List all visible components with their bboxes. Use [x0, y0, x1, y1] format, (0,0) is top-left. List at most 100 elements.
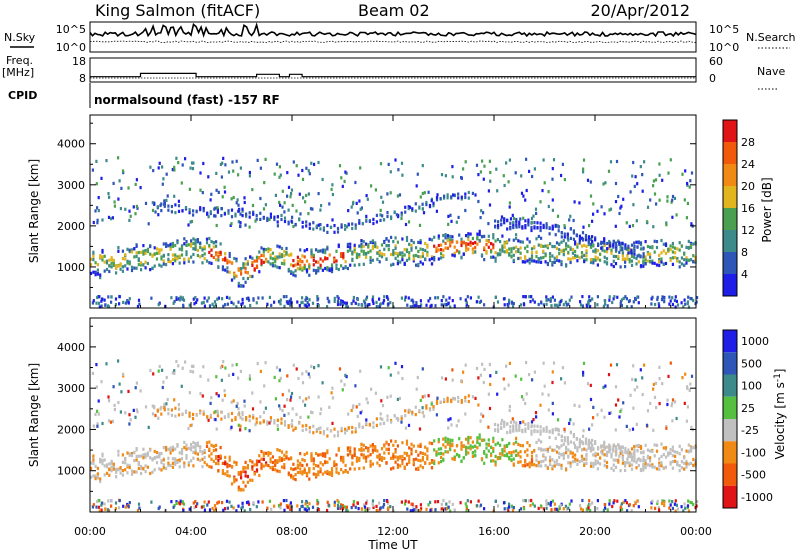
velocity-cell: [224, 366, 227, 370]
velocity-cell: [492, 447, 495, 451]
power-cell: [351, 250, 354, 254]
velocity-cell: [492, 459, 495, 463]
velocity-cell: [115, 467, 118, 471]
power-cell: [144, 251, 147, 255]
power-cell: [630, 254, 634, 258]
velocity-cell: [596, 499, 599, 503]
power-cell: [162, 259, 165, 263]
velocity-cell: [248, 429, 251, 433]
velocity-cell: [136, 508, 140, 513]
power-cell: [479, 299, 483, 303]
power-cell: [240, 269, 243, 273]
power-cell: [170, 210, 173, 214]
velocity-cell: [562, 456, 565, 460]
power-cell: [124, 253, 127, 257]
power-cell: [296, 259, 299, 263]
power-cell: [279, 173, 282, 177]
power-cell: [588, 224, 591, 228]
power-cell: [616, 295, 619, 299]
velocity-cell: [190, 448, 193, 452]
power-cell: [322, 228, 325, 232]
power-cell: [582, 225, 585, 229]
velocity-cell: [276, 423, 279, 428]
velocity-cell: [446, 437, 449, 441]
power-cell: [505, 250, 509, 254]
velocity-cell: [528, 444, 531, 448]
power-cell: [572, 237, 575, 241]
power-cell: [605, 257, 609, 261]
power-cell: [163, 204, 166, 208]
power-cell: [361, 303, 364, 307]
velocity-cell: [296, 466, 299, 470]
power-cell: [555, 258, 559, 262]
power-cell: [91, 301, 94, 305]
velocity-cell: [292, 475, 295, 479]
velocity-cell: [381, 417, 384, 421]
power-cell: [509, 221, 512, 225]
velocity-cell: [428, 408, 432, 412]
power-cell: [315, 224, 318, 228]
power-cell: [210, 248, 213, 252]
velocity-cell: [251, 391, 254, 395]
power-cell: [136, 304, 140, 309]
power-cell: [658, 260, 661, 264]
power-cell: [519, 251, 522, 255]
power-cell: [421, 262, 424, 266]
velocity-cell: [355, 456, 359, 460]
velocity-cell: [157, 369, 160, 373]
power-cell: [173, 299, 176, 304]
power-cell: [221, 161, 224, 165]
velocity-cell: [460, 441, 463, 445]
velocity-cell: [292, 467, 295, 472]
power-cell: [375, 220, 378, 224]
velocity-cell: [614, 385, 618, 389]
y-tick-label: 1000: [57, 465, 85, 478]
velocity-cell: [449, 417, 452, 421]
velocity-cell: [535, 440, 538, 445]
power-cell: [317, 192, 320, 196]
power-cell: [188, 208, 191, 212]
colorbar-segment: [723, 208, 737, 230]
velocity-cell: [656, 499, 659, 503]
colorbar-tick-label: 28: [741, 136, 755, 149]
velocity-cell: [317, 473, 320, 477]
power-cell: [122, 300, 125, 304]
velocity-cell: [294, 426, 297, 430]
power-cell: [500, 218, 503, 222]
velocity-cell: [547, 393, 550, 397]
power-cell: [231, 160, 234, 164]
power-cell: [430, 262, 434, 266]
power-cell: [497, 226, 500, 230]
power-cell: [447, 222, 450, 226]
power-cell: [651, 246, 654, 250]
power-cell: [471, 191, 474, 195]
velocity-cell: [340, 429, 343, 433]
velocity-cell: [660, 461, 663, 465]
velocity-cell: [600, 450, 603, 454]
velocity-cell: [237, 423, 240, 427]
velocity-cell: [278, 469, 281, 474]
velocity-cell: [588, 427, 591, 431]
power-cell: [362, 299, 366, 303]
power-cell: [283, 219, 287, 224]
power-cell: [558, 259, 561, 263]
power-cell: [633, 248, 636, 252]
velocity-cell: [219, 454, 222, 458]
power-cell: [165, 172, 168, 176]
power-cell: [352, 299, 355, 303]
velocity-cell: [683, 456, 686, 460]
velocity-cell: [409, 509, 412, 513]
velocity-cell: [531, 502, 534, 506]
power-cell: [535, 260, 538, 264]
velocity-cell: [418, 427, 422, 431]
power-cell: [576, 242, 579, 246]
velocity-cell: [237, 485, 240, 489]
velocity-cell: [696, 500, 699, 504]
velocity-cell: [676, 507, 680, 511]
power-cell: [583, 253, 586, 257]
power-cell: [560, 235, 563, 239]
velocity-cell: [236, 401, 239, 405]
power-cell: [692, 254, 695, 258]
velocity-cell: [415, 457, 418, 461]
velocity-cell: [216, 411, 219, 415]
